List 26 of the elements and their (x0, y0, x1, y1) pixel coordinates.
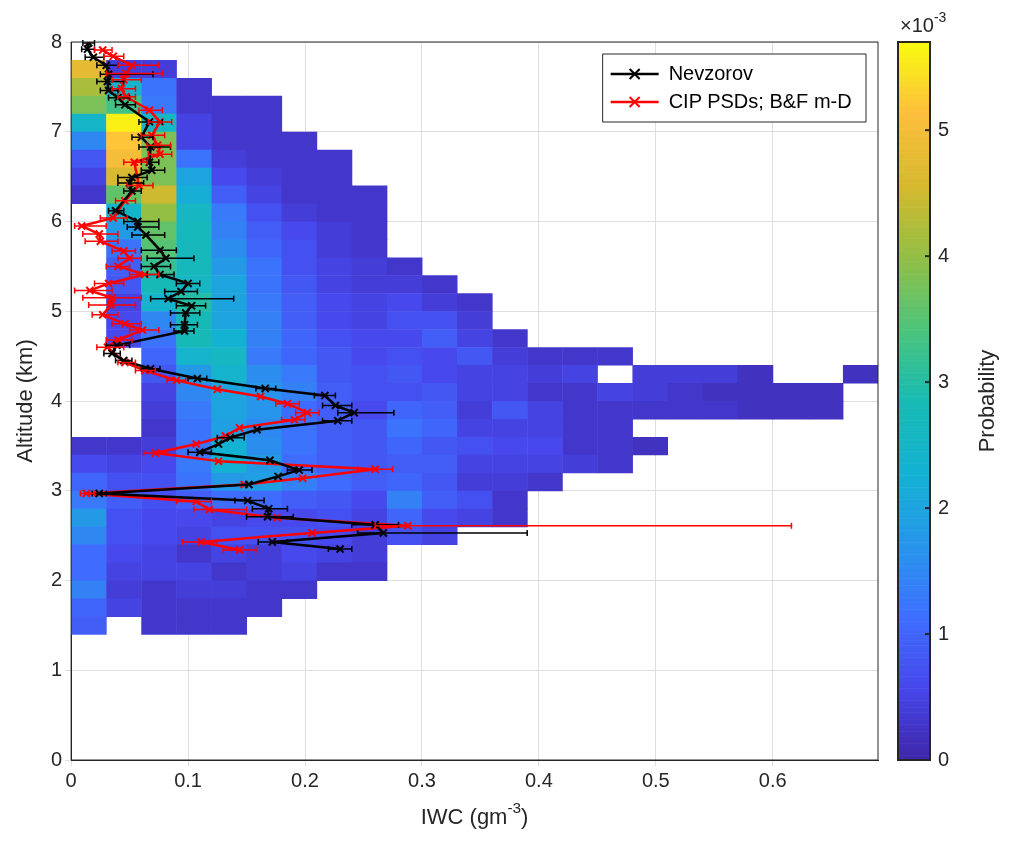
legend-label: Nevzorov (668, 61, 754, 84)
x-tick-label: 0.1 (174, 768, 202, 791)
y-tick-label: 7 (51, 119, 63, 142)
x-tick-label: 0.4 (524, 768, 553, 791)
y-tick-label: 6 (51, 209, 63, 232)
y-tick-label: 8 (51, 29, 63, 52)
x-tick-label: 0.5 (641, 768, 670, 791)
y-tick-label: 3 (51, 478, 63, 501)
color-bar-label: 5 (938, 117, 950, 140)
y-tick-label: 1 (51, 657, 63, 680)
legend-label: CIP PSDs; B&F m-D (668, 89, 852, 112)
color-bar-label: 0 (938, 747, 950, 770)
color-bar-label: 4 (938, 243, 950, 266)
x-tick-label: 0.2 (291, 768, 319, 791)
x-tick-label: 0.3 (408, 768, 436, 791)
color-bar-label: 2 (938, 495, 950, 518)
y-axis-title: Altitude (km) (12, 339, 38, 463)
color-bar-label: 1 (938, 621, 950, 644)
x-tick-label: 0.6 (758, 768, 787, 791)
x-tick-label: 0 (65, 768, 77, 791)
color-bar-title: Probability (974, 349, 1000, 453)
y-tick-label: 0 (51, 747, 63, 770)
y-tick-label: 2 (51, 568, 63, 591)
y-tick-label: 4 (51, 388, 63, 411)
y-tick-label: 5 (51, 298, 63, 321)
color-bar-label: 3 (938, 369, 950, 392)
